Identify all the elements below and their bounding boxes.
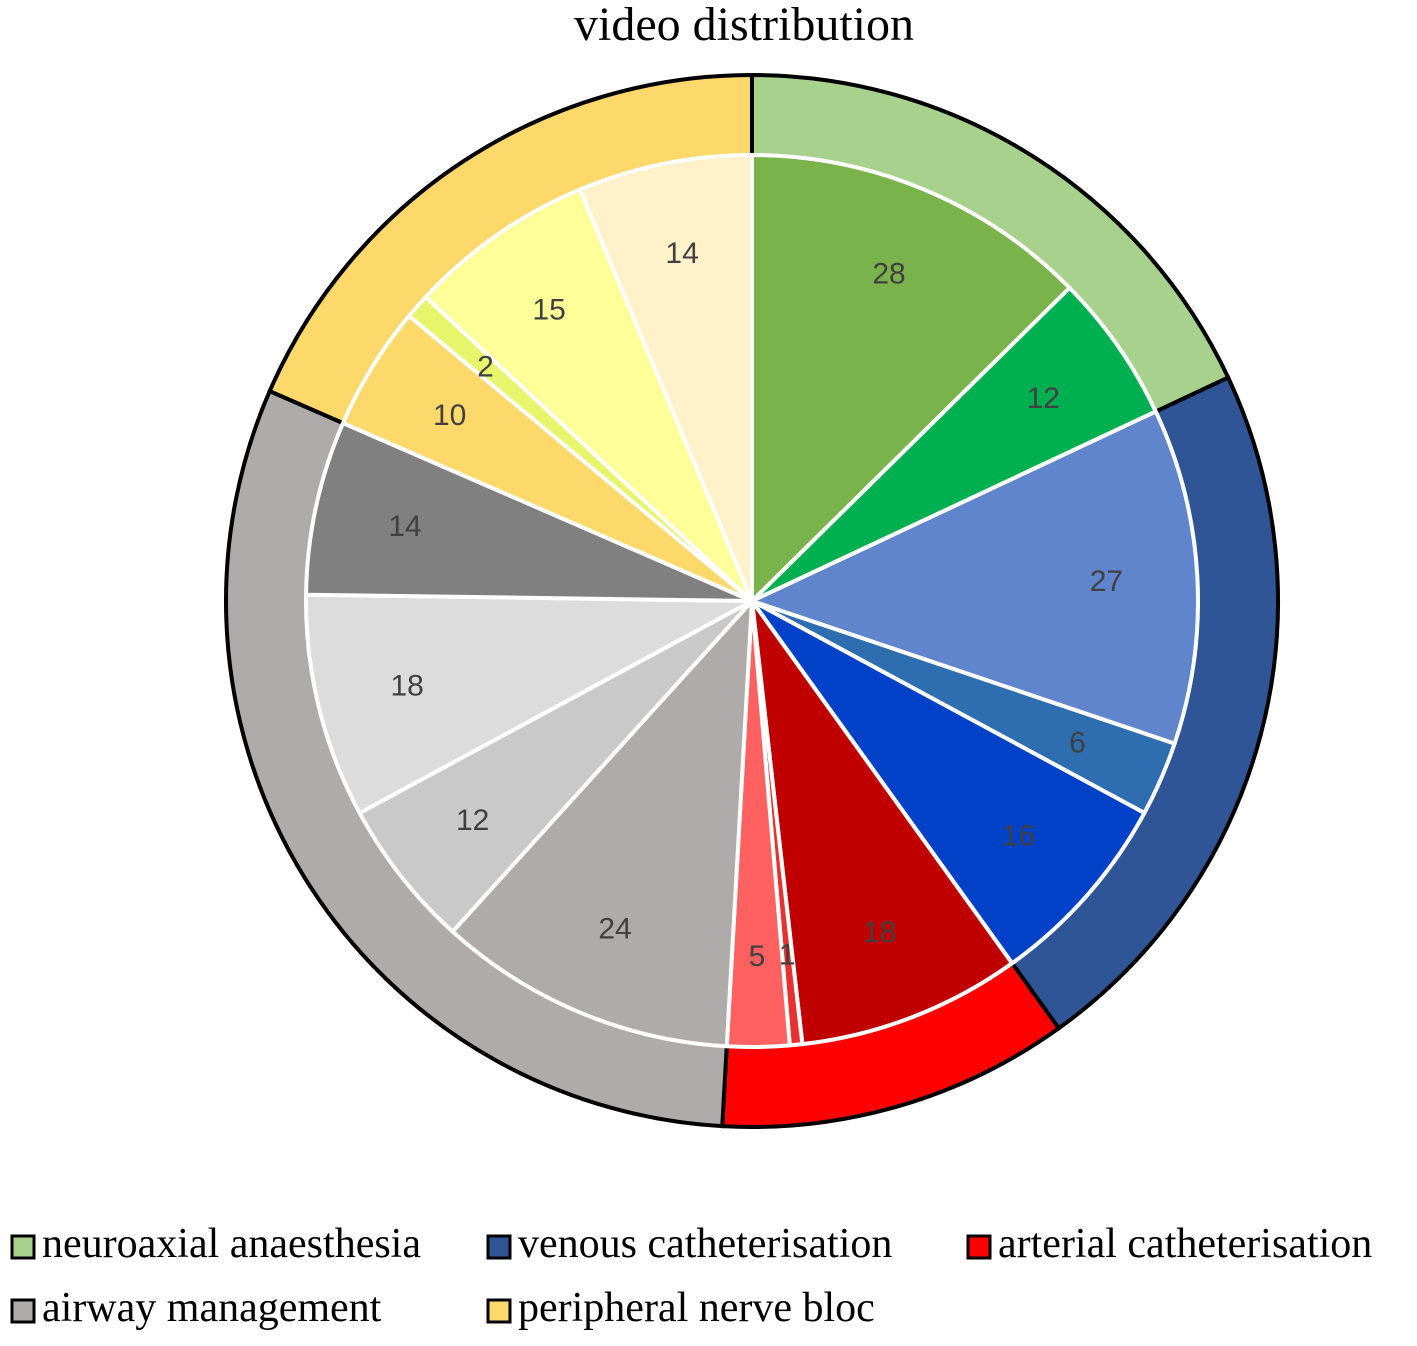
slice-value-label: 12	[1027, 382, 1060, 415]
legend-label: neuroaxial anaesthesia	[42, 1221, 421, 1267]
slice-value-label: 14	[665, 237, 698, 270]
pie-slice	[750, 409, 1200, 746]
slice-value-label: 14	[388, 510, 421, 543]
slice-value-label: 12	[456, 804, 489, 837]
pie-slice	[750, 153, 1072, 603]
legend-swatch	[966, 1234, 992, 1260]
inner-slices	[304, 153, 1200, 1049]
slice-value-label: 16	[1002, 820, 1035, 853]
legend-label: arterial catheterisation	[998, 1221, 1372, 1267]
slice-value-label: 10	[433, 399, 466, 432]
pie-slice	[577, 153, 754, 603]
pie-slice	[750, 599, 1015, 1047]
pie-slice	[357, 599, 754, 934]
slice-value-label: 28	[872, 258, 905, 291]
legend-label: venous catheterisation	[518, 1221, 892, 1267]
legend-swatch	[10, 1234, 36, 1260]
slice-labels: 28 12 27 6 16 18 15 24 12 18 14 10 2 15 14	[388, 237, 1123, 973]
pie-slice	[423, 187, 754, 603]
pie-slice	[750, 285, 1158, 603]
legend-swatch	[486, 1234, 512, 1260]
slice-value-label: 15	[532, 294, 565, 327]
slice-value-label: 18	[863, 916, 896, 949]
pie-slice	[750, 599, 1147, 966]
slice-value-label: 27	[1090, 565, 1123, 598]
slice-value-label: 2	[477, 351, 494, 384]
slice-value-label: 5	[749, 940, 766, 973]
slice-value-label: 18	[391, 670, 424, 703]
chart-title: video distribution	[574, 0, 914, 51]
slice-value-label: 6	[1069, 727, 1086, 760]
legend-label: airway management	[42, 1285, 382, 1331]
pie-slice	[304, 592, 754, 815]
slice-value-label: 24	[598, 913, 631, 946]
legend-swatch	[486, 1298, 512, 1324]
slice-value-label: 1	[779, 938, 796, 971]
pie-slice	[450, 599, 754, 1049]
legend: neuroaxial anaesthesia venous catheterisa…	[10, 1221, 1372, 1331]
pie-slice	[304, 421, 754, 603]
legend-label: peripheral nerve bloc	[518, 1285, 875, 1331]
legend-swatch	[10, 1298, 36, 1324]
